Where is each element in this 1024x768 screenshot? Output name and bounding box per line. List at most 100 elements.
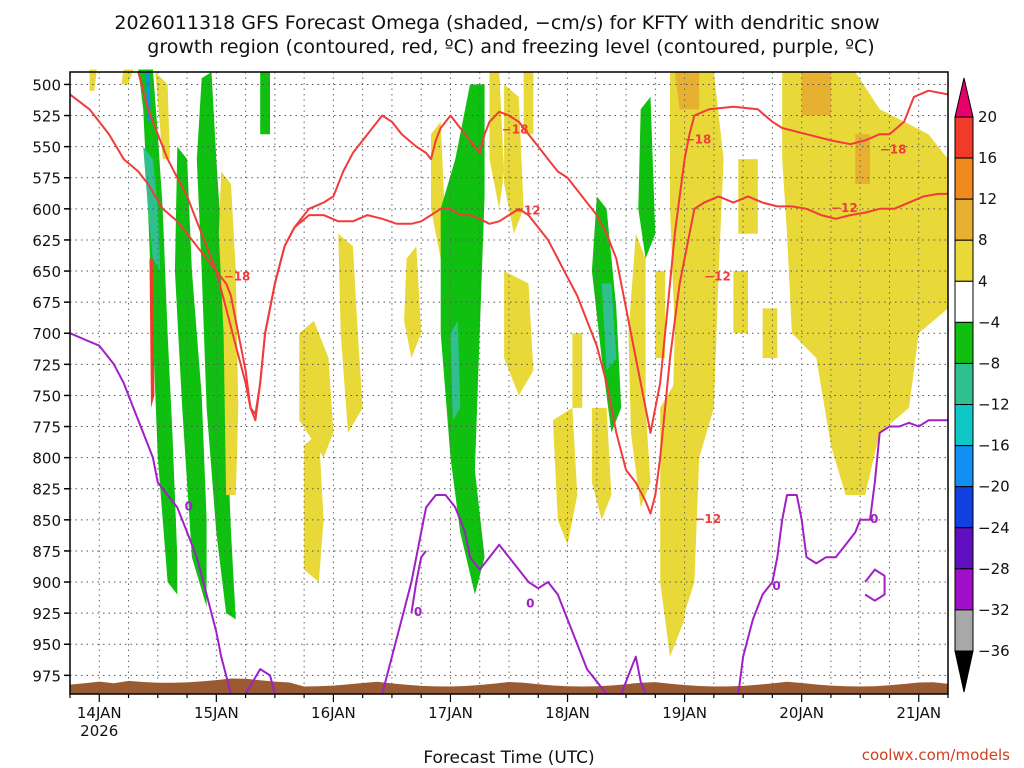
colorbar-top-triangle: [954, 77, 974, 118]
contour-2-seg-1: [381, 494, 608, 695]
colorbar-box-8: [954, 445, 974, 488]
omega-region-27: [638, 96, 656, 259]
colorbar: 20 16 12 8 4 −4 −8 −12 −16 −20 −24 −28 −32 −36: [954, 77, 1010, 693]
colorbar-bottom-triangle: [954, 650, 974, 693]
colorbar-label-0: 20: [978, 108, 997, 126]
contour-label-2-1: 0: [414, 605, 422, 619]
contour-label-0-3: −18: [880, 142, 907, 156]
x-tick-sublabel-0: 2026: [80, 722, 118, 740]
y-tick-label-500: 500: [32, 76, 61, 94]
omega-region-28: [628, 233, 651, 508]
x-tick-label-4: 18JAN: [545, 704, 590, 722]
x-tick-label-3: 17JAN: [428, 704, 473, 722]
omega-region-11: [299, 320, 334, 458]
colorbar-label-1: 16: [978, 149, 997, 167]
omega-region-14: [404, 246, 422, 359]
x-tick-label-5: 19JAN: [662, 704, 707, 722]
omega-region-22: [523, 72, 534, 135]
colorbar-label-8: −16: [978, 437, 1010, 455]
contour-label-0-0: −18: [224, 269, 251, 283]
omega-region-9: [218, 171, 239, 495]
x-tick-label-2: 16JAN: [311, 704, 356, 722]
colorbar-box-2: [954, 198, 974, 241]
y-tick-label-825: 825: [32, 481, 61, 499]
omega-region-7: [174, 146, 207, 607]
omega-region-17: [450, 320, 461, 421]
contour-label-2-2: 0: [526, 596, 534, 610]
colorbar-box-1: [954, 157, 974, 200]
contour-2-seg-3: [620, 655, 647, 695]
contour-label-0-2: −18: [685, 132, 712, 146]
colorbar-box-10: [954, 527, 974, 570]
x-tick-label-7: 21JAN: [896, 704, 941, 722]
colorbar-label-9: −20: [978, 478, 1010, 496]
colorbar-box-5: [954, 321, 974, 364]
y-tick-label-525: 525: [32, 108, 61, 126]
omega-region-31: [670, 72, 724, 645]
contour-label-2-0: 0: [185, 499, 193, 513]
omega-region-37: [855, 134, 870, 184]
contour-0: [69, 89, 949, 434]
y-tick-label-550: 550: [32, 139, 61, 157]
omega-region-5: [149, 258, 155, 408]
omega-region-24: [601, 283, 617, 371]
omega-region-13: [304, 432, 324, 582]
omega-region-29: [655, 271, 666, 359]
colorbar-box-4: [954, 280, 974, 323]
contour-2-seg-4: [737, 419, 948, 695]
omega-region-1: [121, 69, 134, 85]
x-axis-label: Forecast Time (UTC): [423, 748, 594, 768]
title-line-1: 2026011318 GFS Forecast Omega (shaded, −…: [114, 12, 879, 34]
colorbar-box-11: [954, 568, 974, 611]
contour-2-seg-2: [410, 550, 427, 614]
contour-label-0-1: −18: [502, 122, 529, 136]
x-tick-label-0: 14JAN: [77, 704, 122, 722]
y-tick-label-850: 850: [32, 512, 61, 530]
colorbar-box-12: [954, 609, 974, 652]
y-tick-label-975: 975: [32, 667, 61, 685]
colorbar-box-3: [954, 239, 974, 282]
contour-2: [69, 332, 232, 695]
y-tick-label-925: 925: [32, 605, 61, 623]
terrain-surface: [70, 678, 948, 694]
y-tick-label-725: 725: [32, 356, 61, 374]
y-tick-label-775: 775: [32, 419, 61, 437]
contour-label-1-1: −12: [704, 269, 731, 283]
contour-2-seg-5: [864, 568, 886, 602]
contour-label-2-4: 0: [870, 512, 878, 526]
chart-title: 2026011318 GFS Forecast Omega (shaded, −…: [114, 12, 879, 58]
y-tick-label-875: 875: [32, 543, 61, 561]
colorbar-label-3: 8: [978, 231, 988, 249]
omega-region-26: [572, 333, 583, 408]
omega-region-18: [489, 72, 505, 209]
y-tick-label-650: 650: [32, 263, 61, 281]
credit-text: coolwx.com/models: [862, 746, 1010, 764]
colorbar-label-13: −36: [978, 642, 1010, 660]
contour-label-1-3: −12: [831, 201, 858, 215]
contour-label-2-3: 0: [772, 579, 780, 593]
y-tick-label-750: 750: [32, 387, 61, 405]
y-tick-label-900: 900: [32, 574, 61, 592]
omega-region-21: [552, 407, 578, 545]
omega-region-6: [155, 72, 170, 160]
omega-region-0: [89, 69, 97, 91]
omega-region-32: [674, 72, 700, 110]
y-tick-label-800: 800: [32, 450, 61, 468]
colorbar-label-2: 12: [978, 190, 997, 208]
colorbar-box-6: [954, 362, 974, 406]
terrain-fill: [70, 678, 948, 694]
title-line-2: growth region (contoured, red, ºC) and f…: [147, 36, 874, 58]
contour-labels: −18 −18 −18 −18 −12 −12 −12 −12 0 0 0 0 0: [185, 122, 907, 619]
omega-region-34: [733, 271, 748, 334]
contour-label-1-2: −12: [694, 512, 721, 526]
contour-1: [137, 71, 948, 515]
colorbar-label-5: −4: [978, 313, 1000, 331]
colorbar-label-12: −32: [978, 601, 1010, 619]
contour-2-seg-0: [244, 668, 276, 695]
colorbar-label-11: −28: [978, 560, 1010, 578]
contour-label-1-0: −12: [514, 203, 541, 217]
colorbar-label-4: 4: [978, 272, 988, 290]
y-axis: 500 525 550 575 600 625 650 675 700 725 750 775 800 8…: [32, 76, 70, 685]
